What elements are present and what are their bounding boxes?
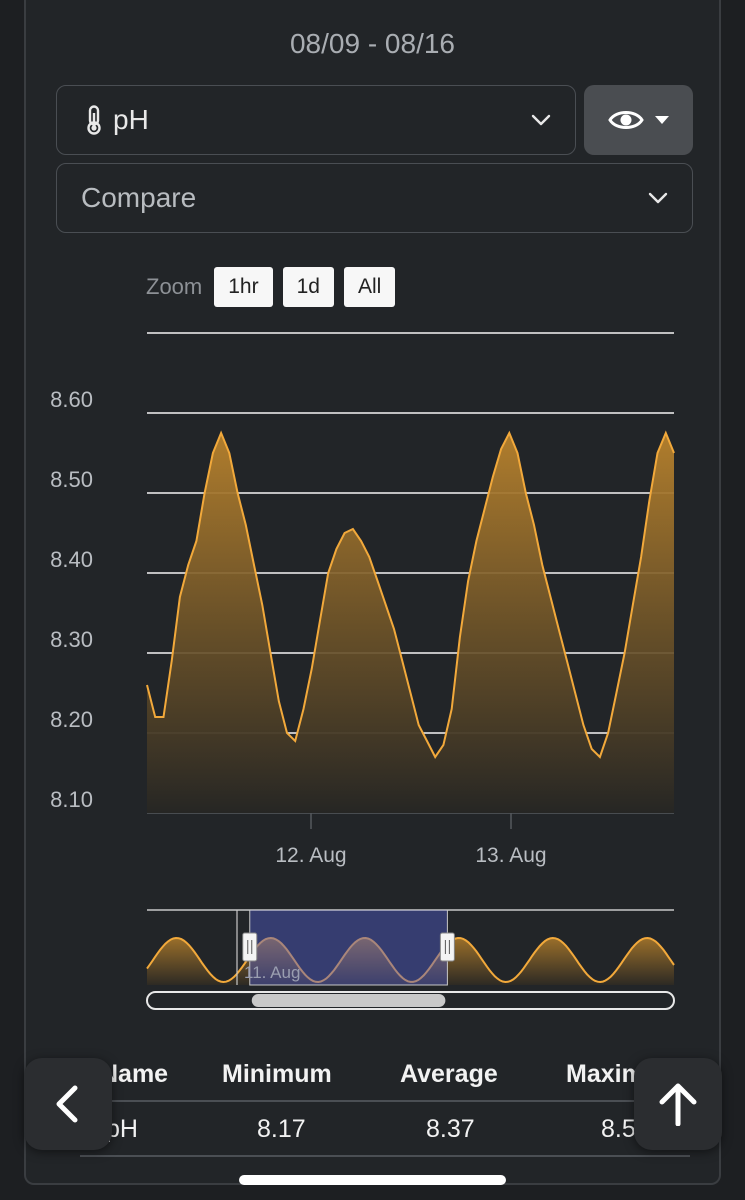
table-header-average: Average <box>400 1060 498 1088</box>
arrow-up-icon <box>659 1083 697 1126</box>
table-cell-minimum: 8.17 <box>257 1115 306 1143</box>
zoom-all-button[interactable]: All <box>343 267 396 307</box>
thermometer-icon <box>87 105 101 135</box>
zoom-controls: Zoom 1hr 1d All <box>146 267 396 307</box>
navigator-handle <box>242 932 258 962</box>
chevron-down-icon <box>531 114 551 126</box>
ph-series-area <box>147 433 674 813</box>
table-divider <box>80 1155 690 1157</box>
zoom-1hr-button[interactable]: 1hr <box>214 267 273 307</box>
zoom-label: Zoom <box>146 274 203 299</box>
navigator-scrollbar-thumb <box>251 994 446 1007</box>
back-button[interactable] <box>24 1058 112 1150</box>
scroll-to-top-button[interactable] <box>634 1058 722 1150</box>
chart-panel: 08/09 - 08/16 pH Compare Zoom 1hr 1d A <box>24 0 721 1185</box>
y-tick-label: 8.40 <box>50 547 93 572</box>
compare-select[interactable]: Compare <box>56 163 693 233</box>
date-range: 08/09 - 08/16 <box>289 28 456 59</box>
navigator-scrollbar-track <box>146 991 675 1010</box>
navigator-label: 11. Aug <box>244 963 300 982</box>
home-indicator <box>239 1175 506 1185</box>
y-tick-label: 8.50 <box>50 467 93 492</box>
ph-series-line <box>146 430 675 759</box>
y-tick-label: 8.60 <box>50 387 93 412</box>
navigator-handle <box>439 932 455 962</box>
navigator-selection <box>249 909 448 986</box>
ph-area-chart: 8.608.508.408.308.208.10 12. Aug 13. Aug … <box>50 332 675 1010</box>
chevron-down-icon <box>648 192 668 204</box>
caret-down-icon <box>654 116 669 124</box>
x-tick-label: 12. Aug <box>275 844 346 867</box>
metric-select-label: pH <box>113 104 149 135</box>
x-tick-label: 13. Aug <box>475 844 546 867</box>
chevron-left-icon <box>56 1085 78 1123</box>
navigator-line <box>146 936 675 984</box>
table-divider <box>80 1100 690 1102</box>
table-cell-average: 8.37 <box>426 1115 475 1143</box>
y-tick-label: 8.30 <box>50 627 93 652</box>
compare-select-label: Compare <box>81 182 197 213</box>
navigator-area <box>147 938 674 985</box>
range-navigator[interactable]: 11. Aug <box>146 909 675 1010</box>
metric-select[interactable]: pH <box>56 85 576 155</box>
zoom-1d-button[interactable]: 1d <box>282 267 334 307</box>
visibility-toggle-button[interactable] <box>584 85 693 155</box>
table-header-minimum: Minimum <box>222 1060 332 1088</box>
y-tick-label: 8.10 <box>50 787 93 812</box>
y-tick-label: 8.20 <box>50 707 93 732</box>
eye-icon <box>607 111 644 129</box>
